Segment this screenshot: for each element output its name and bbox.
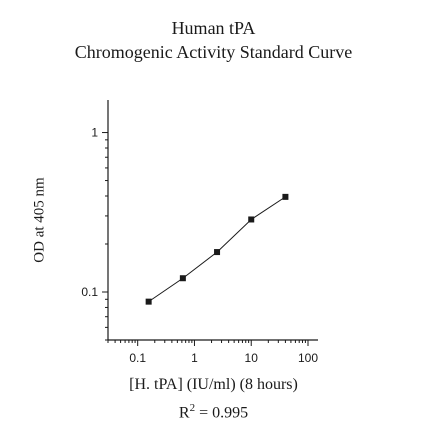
ticks: 0.1 1 10 100 0.1 1 — [81, 126, 318, 365]
data-point-marker — [282, 193, 289, 200]
y-tick-label: 0.1 — [81, 285, 98, 299]
series — [145, 193, 289, 305]
r-squared-value: = 0.995 — [195, 404, 249, 422]
r-squared-symbol: R — [178, 404, 190, 422]
x-axis-label: [H. tPA] (IU/ml) (8 hours) — [129, 376, 298, 393]
data-point-marker — [179, 275, 186, 282]
data-point-marker — [214, 249, 221, 256]
r-squared-exponent: 2 — [189, 402, 196, 414]
x-tick-label: 100 — [298, 351, 318, 365]
chart-subtitle: Chromogenic Activity Standard Curve — [74, 42, 353, 62]
x-tick-label: 1 — [191, 351, 198, 365]
y-tick-label: 1 — [91, 126, 98, 140]
data-point-marker — [145, 298, 152, 305]
chart-title: Human tPA — [171, 18, 256, 38]
chart-title-block: Human tPA Chromogenic Activity Standard … — [0, 16, 427, 64]
y-axis-label: OD at 405 nm — [31, 177, 48, 263]
x-tick-label: 0.1 — [129, 351, 146, 365]
axes — [107, 100, 318, 341]
r-squared-annotation: R2 = 0.995 — [0, 402, 427, 422]
data-point-marker — [248, 216, 255, 223]
x-tick-label: 10 — [245, 351, 259, 365]
